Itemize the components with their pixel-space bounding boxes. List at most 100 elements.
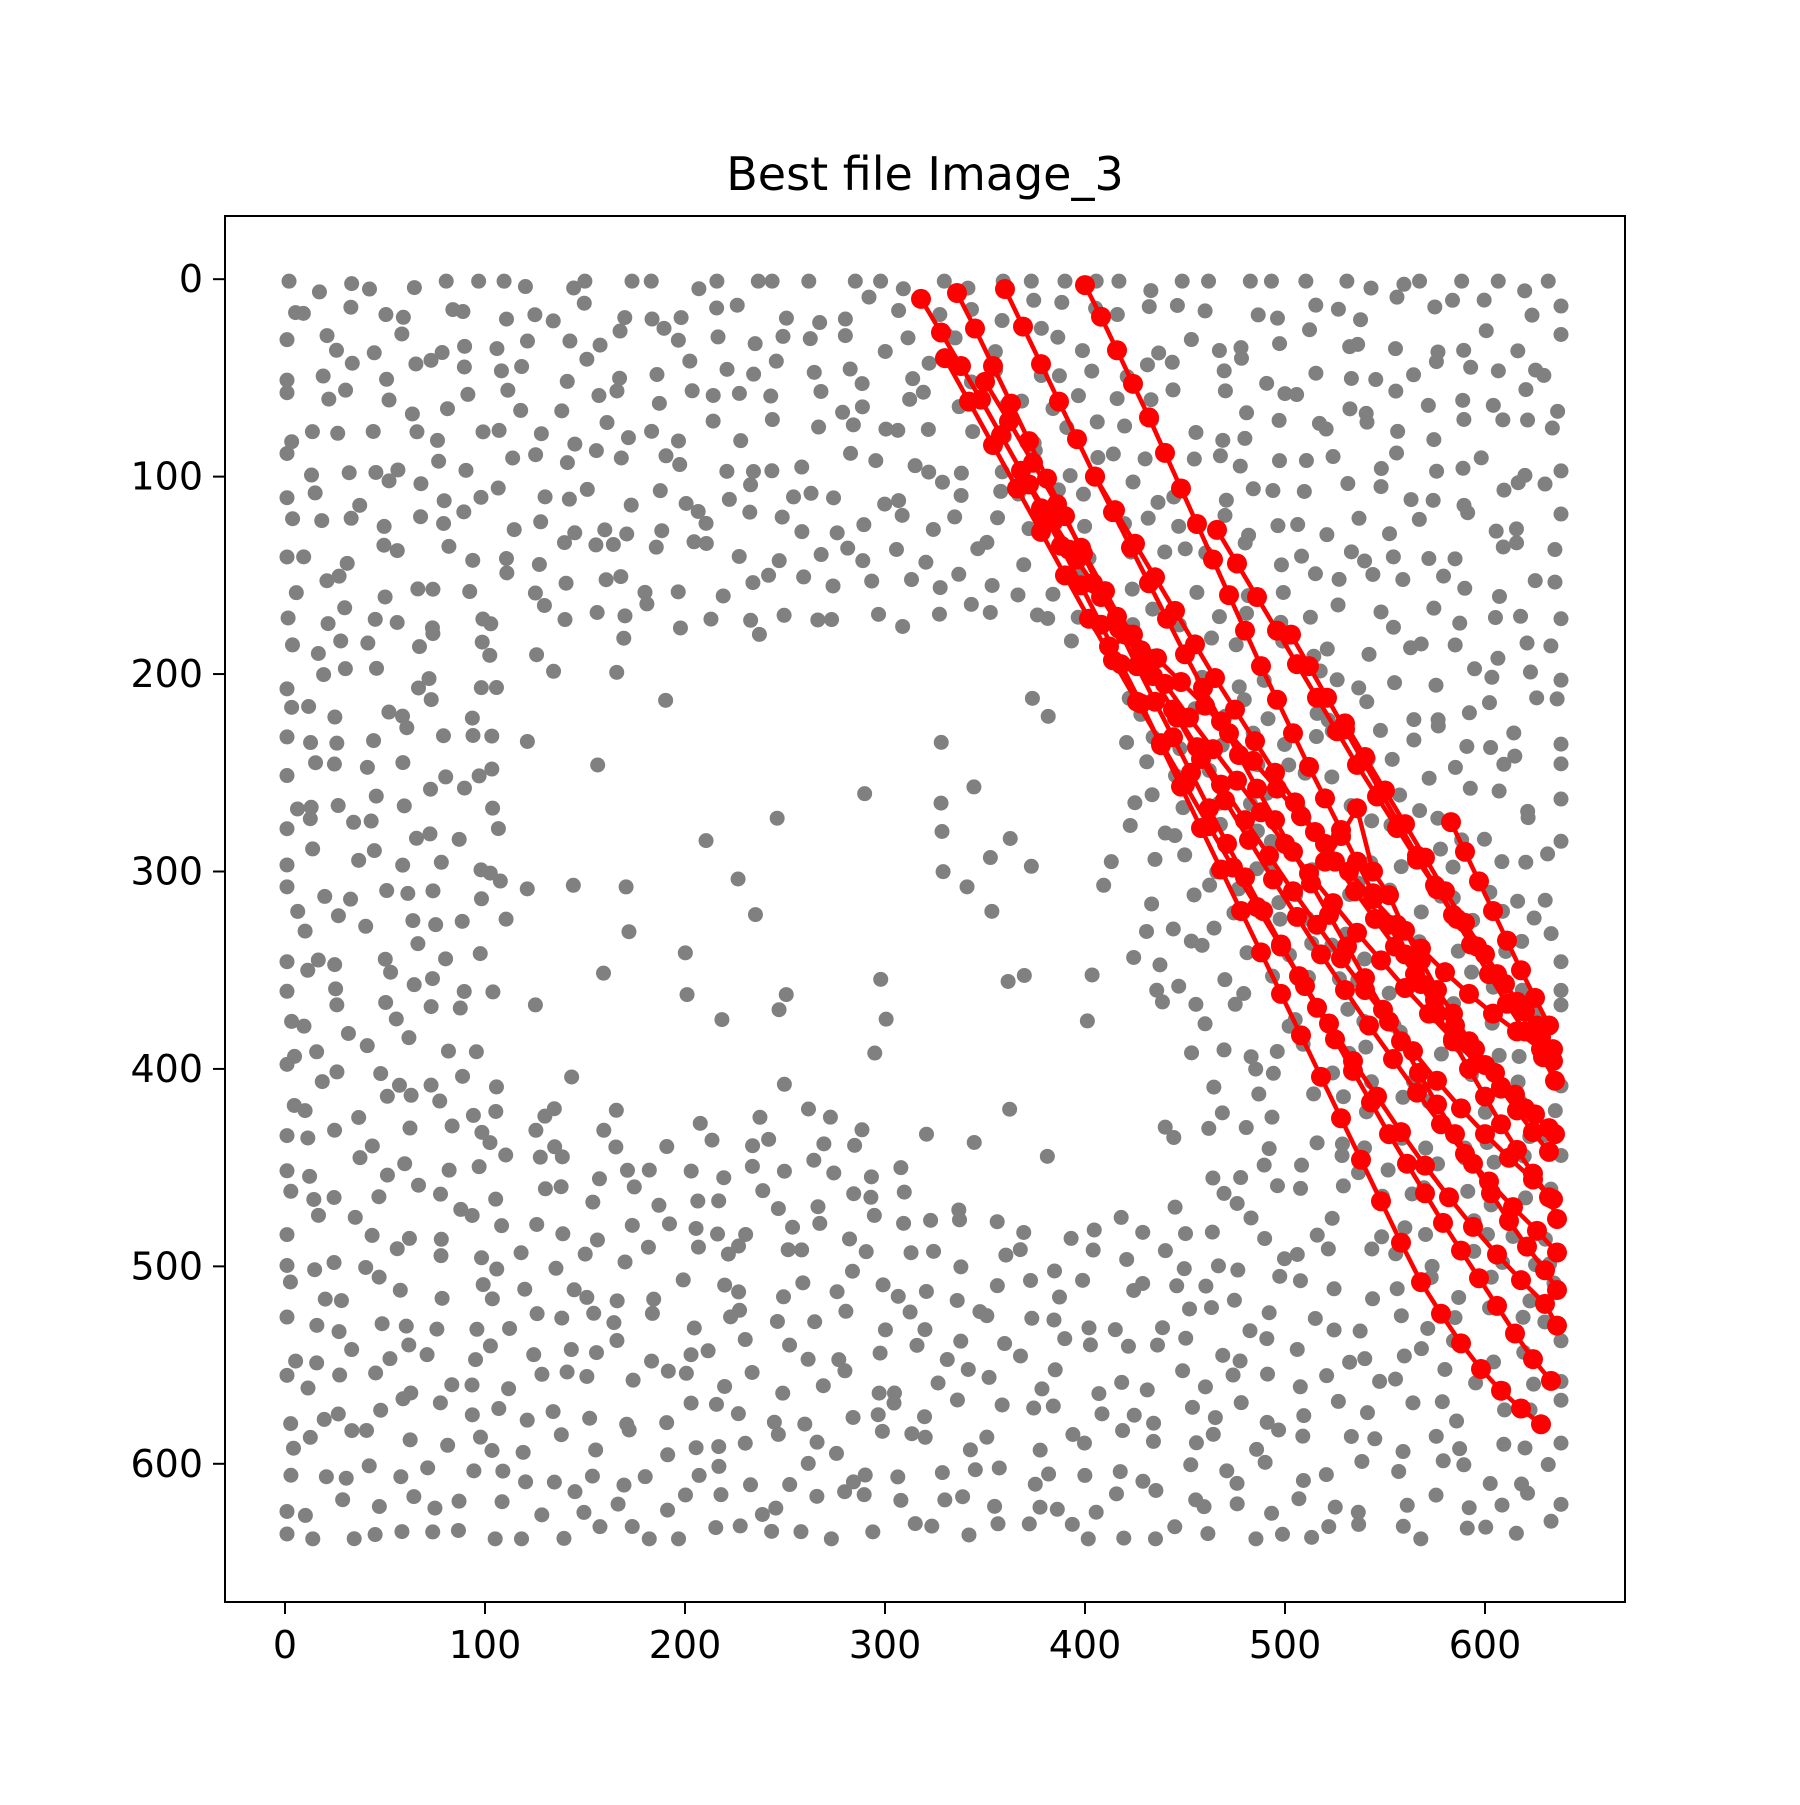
path-point xyxy=(1251,656,1271,677)
path-point xyxy=(1395,920,1415,941)
path-point xyxy=(1535,1260,1555,1281)
background-point xyxy=(358,918,374,934)
background-point xyxy=(382,1351,398,1367)
background-point xyxy=(359,1038,375,1054)
background-point xyxy=(1263,273,1279,289)
background-point xyxy=(438,769,454,785)
background-point xyxy=(434,1290,450,1306)
background-point xyxy=(554,1310,570,1326)
background-point xyxy=(1372,722,1388,738)
background-point xyxy=(998,1247,1014,1263)
background-point xyxy=(1388,1371,1404,1387)
background-point xyxy=(801,273,817,289)
background-point xyxy=(484,728,500,744)
background-point xyxy=(1309,1227,1325,1243)
background-point xyxy=(714,1012,730,1028)
path-point xyxy=(1243,750,1263,771)
background-point xyxy=(1198,1278,1214,1294)
background-point xyxy=(439,401,455,417)
background-point xyxy=(546,1101,562,1117)
background-point xyxy=(1490,363,1506,379)
background-point xyxy=(506,522,522,538)
background-point xyxy=(925,521,941,537)
background-point xyxy=(612,323,628,339)
background-point xyxy=(1139,923,1155,939)
background-point xyxy=(576,295,592,311)
background-point xyxy=(778,987,794,1003)
background-point xyxy=(738,1226,754,1242)
background-point xyxy=(746,366,762,382)
background-point xyxy=(519,881,535,897)
background-point xyxy=(1188,996,1204,1012)
background-point xyxy=(872,1345,888,1361)
background-point xyxy=(837,311,853,327)
path-point xyxy=(1411,950,1431,971)
background-point xyxy=(296,549,312,565)
background-point xyxy=(774,509,790,525)
background-point xyxy=(1188,1435,1204,1451)
background-point xyxy=(1040,708,1056,724)
background-point xyxy=(1116,1530,1132,1546)
background-point xyxy=(554,403,570,419)
background-point xyxy=(861,289,877,305)
background-point xyxy=(341,465,357,481)
background-point xyxy=(1242,1323,1258,1339)
path-point xyxy=(1391,1232,1411,1253)
background-point xyxy=(856,1487,872,1503)
background-point xyxy=(947,509,963,525)
background-point xyxy=(311,284,327,300)
background-point xyxy=(764,273,780,289)
background-point xyxy=(501,1381,517,1397)
path-point xyxy=(1175,774,1195,795)
background-point xyxy=(1392,787,1408,803)
background-point xyxy=(440,1043,456,1059)
background-point xyxy=(1359,694,1375,710)
background-point xyxy=(1054,294,1070,310)
background-point xyxy=(441,538,457,554)
background-point xyxy=(705,387,721,403)
background-point xyxy=(500,382,516,398)
background-point xyxy=(556,1530,572,1546)
background-point xyxy=(609,664,625,680)
background-point xyxy=(731,1238,747,1254)
background-point xyxy=(677,1487,693,1503)
background-point xyxy=(1481,695,1497,711)
background-point xyxy=(1536,367,1552,383)
background-point xyxy=(1553,736,1569,752)
background-point xyxy=(496,273,512,289)
background-point xyxy=(1125,474,1141,490)
background-point xyxy=(686,534,702,550)
background-point xyxy=(780,1242,796,1258)
background-point xyxy=(713,1487,729,1503)
background-point xyxy=(794,459,810,475)
background-point xyxy=(1057,273,1073,289)
background-point xyxy=(806,364,822,380)
background-point xyxy=(290,903,306,919)
background-point xyxy=(764,463,780,479)
background-point xyxy=(893,1160,909,1176)
background-point xyxy=(683,1163,699,1179)
background-point xyxy=(1343,544,1359,560)
background-point xyxy=(289,801,305,817)
background-point xyxy=(1396,276,1412,292)
background-point xyxy=(874,1423,890,1439)
background-point xyxy=(1478,323,1494,339)
background-point xyxy=(609,383,625,399)
path-point xyxy=(1439,1187,1459,1208)
background-point xyxy=(716,1170,732,1186)
path-point xyxy=(1259,845,1279,866)
background-point xyxy=(675,1272,691,1288)
background-point xyxy=(1424,1258,1440,1274)
path-point xyxy=(1107,340,1127,361)
background-point xyxy=(283,1183,299,1199)
background-point xyxy=(1526,1376,1542,1392)
background-point xyxy=(310,952,326,968)
background-point xyxy=(494,1494,510,1510)
background-point xyxy=(346,1531,362,1547)
path-point xyxy=(1527,1220,1547,1241)
background-point xyxy=(966,1134,982,1150)
background-point xyxy=(424,971,440,987)
path-point xyxy=(1299,656,1319,677)
background-point xyxy=(979,534,995,550)
background-point xyxy=(472,946,488,962)
